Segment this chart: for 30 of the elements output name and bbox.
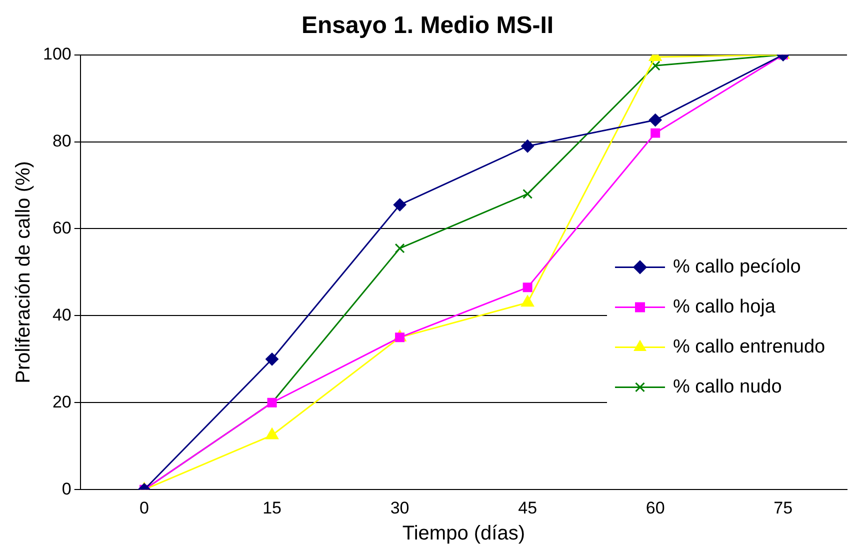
x-tick-label: 0 [140,498,149,518]
y-tick-label: 0 [62,479,72,498]
x-tick-label: 30 [390,498,410,518]
point [521,295,534,307]
chart-title: Ensayo 1. Medio MS-II [301,12,554,40]
point [393,198,406,212]
point [394,243,405,254]
point [266,352,279,366]
x-tick-label: 75 [774,498,793,518]
point [522,188,533,199]
x-axis-title: Tiempo (días) [402,522,525,545]
point [650,60,660,71]
y-tick-label: 20 [52,392,72,412]
x-tick-label: 15 [262,498,282,518]
point [521,140,534,153]
point [648,114,662,127]
point [522,282,532,292]
point [265,428,279,440]
y-tick-label: 80 [52,131,72,150]
y-tick-label: 40 [52,305,72,324]
x-tick-label: 45 [518,498,538,518]
y-tick-label: 100 [42,44,72,64]
legend-label: % callo entrenudo [673,336,826,358]
x-tick-label: 60 [646,498,665,518]
legend-label: % callo pecíolo [673,256,801,278]
legend-label: % callo nudo [673,376,782,398]
y-tick-label: 60 [52,218,72,238]
legend-label: % callo hoja [673,296,776,318]
point [650,128,660,138]
y-axis-title: Proliferación de callo (%) [12,161,35,384]
